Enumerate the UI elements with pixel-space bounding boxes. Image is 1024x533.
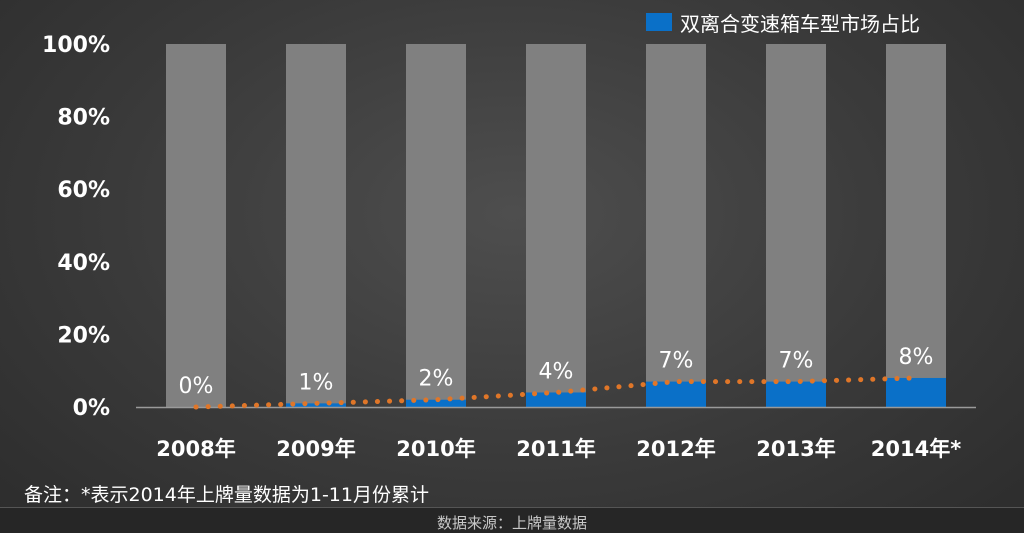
x-category-label: 2010年 [396,437,475,461]
x-category-label: 2014年* [871,437,961,461]
background-bar [526,44,586,407]
x-category-label: 2013年 [756,437,835,461]
value-bar [406,399,466,407]
data-label: 7% [659,349,694,374]
background-bar [406,44,466,407]
x-category-label: 2011年 [516,437,595,461]
background-bar [166,44,226,407]
source-bar: 数据来源：上牌量数据 [0,507,1024,533]
legend-label: 双离合变速箱车型市场占比 [680,11,920,36]
value-bar [526,392,586,407]
data-label: 4% [539,359,574,384]
x-category-label: 2012年 [636,437,715,461]
data-label: 1% [299,370,334,395]
y-tick-label: 20% [57,323,110,348]
y-tick-label: 40% [57,251,110,276]
y-tick-label: 0% [73,396,110,421]
background-bar [886,44,946,407]
footnote: 备注：*表示2014年上牌量数据为1-11月份累计 [24,484,429,506]
data-label: 0% [179,374,214,399]
y-tick-label: 60% [57,178,110,203]
y-tick-label: 80% [57,106,110,131]
legend: 双离合变速箱车型市场占比 [646,8,920,36]
x-category-label: 2008年 [156,437,235,461]
data-source: 数据来源：上牌量数据 [436,514,587,532]
x-category-label: 2009年 [276,437,355,461]
data-label: 7% [779,349,814,374]
legend-swatch [646,13,672,31]
background-bar [766,44,826,407]
background-bar [286,44,346,407]
y-tick-label: 100% [42,33,110,58]
data-label: 2% [419,367,454,392]
value-bar [886,377,946,407]
background-bar [646,44,706,407]
data-label: 8% [899,345,934,370]
trend-line [193,375,919,410]
value-bar [766,381,826,407]
